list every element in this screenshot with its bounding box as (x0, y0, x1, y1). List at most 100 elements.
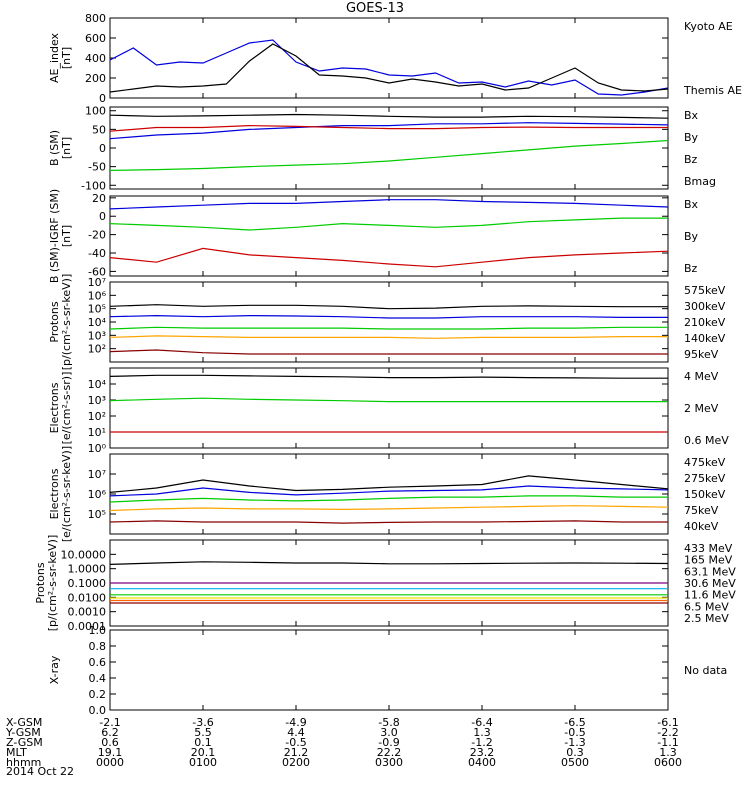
series-line-by (109, 139, 669, 171)
legend-entry: 11.6 MeV (684, 589, 736, 602)
orbit-value: 23.2 (470, 746, 495, 759)
orbit-table: X-GSM -2.1 -3.6 -4.9 -5.8 -6.4 -6.5 -6.1 Y-GSM 6.… (5, 716, 682, 769)
y-tick-label: 100 (85, 105, 106, 118)
series-line-bmag (109, 113, 669, 119)
y-axis-label-line: Electrons (48, 382, 61, 433)
orbit-value: 0000 (96, 756, 124, 769)
orbit-value: 0.3 (566, 746, 584, 759)
y-tick-label: 0.4 (89, 672, 107, 685)
y-axis-label: Protons[p/(cm²-s-sr-keV)] (48, 274, 73, 371)
series-line-140kev (109, 314, 668, 319)
orbit-value: -6.4 (471, 716, 492, 729)
y-tick-label: 10¹ (88, 426, 106, 439)
y-axis-label-line: [e/(cm²-s-sr)] (60, 372, 73, 445)
orbit-value: -1.3 (564, 736, 585, 749)
y-tick-label: 0.0001 (68, 620, 107, 633)
legend-entry: 210keV (684, 316, 726, 329)
orbit-value: 0100 (189, 756, 217, 769)
legend-entry: 75keV (684, 504, 719, 517)
orbit-value: -0.5 (564, 726, 585, 739)
y-tick-label: 10⁷ (88, 468, 106, 481)
y-tick-label: 0.8 (89, 640, 107, 653)
orbit-value: 4.4 (287, 726, 305, 739)
orbit-value: 0.1 (194, 736, 212, 749)
y-axis-label-line: B (SM) (48, 130, 61, 166)
y-axis-label-line: B (SM)-IGRF (SM) (48, 189, 61, 283)
y-tick-label: 0 (99, 92, 106, 105)
legend-entry: 575keV (684, 284, 726, 297)
series-line-75kev (109, 485, 669, 497)
y-tick-label: 10⁵ (88, 508, 106, 521)
orbit-row-label: Y-GSM (5, 726, 41, 739)
legend-entry: 150keV (684, 488, 726, 501)
y-tick-label: 0.0010 (68, 606, 107, 619)
y-axis-label: AE_index[nT] (48, 32, 73, 83)
y-tick-label: 10⁵ (88, 303, 106, 316)
y-tick-label: -100 (81, 179, 106, 192)
panel-7: 0.00010.00100.01000.10001.000010.0000Pro… (34, 535, 736, 633)
legend-entry: 0.6 MeV (684, 434, 729, 447)
orbit-value: 0400 (468, 756, 496, 769)
legend-entry: 30.6 MeV (684, 577, 736, 590)
y-tick-label: 800 (85, 12, 106, 25)
panel-6: 10⁵ 10⁶ 10⁷ Electrons[e/(cm²-s-sr-keV)] 475k… (48, 446, 726, 542)
y-tick-label: 10⁶ (88, 488, 107, 501)
y-tick-label: 0.0100 (68, 591, 107, 604)
y-tick-label: 10² (88, 410, 106, 423)
y-axis-label-line: Electrons (48, 468, 61, 519)
series-line-0-6-mev (109, 374, 668, 379)
legend-entry: Themis AE (683, 84, 742, 97)
orbit-value: 0300 (375, 756, 403, 769)
series-line-150kev (109, 495, 668, 503)
orbit-value: -2.1 (99, 716, 120, 729)
series-line-95kev (109, 304, 668, 310)
orbit-row-label: X-GSM (6, 716, 42, 729)
orbit-value: 0500 (561, 756, 589, 769)
legend-entry: Kyoto AE (684, 20, 733, 33)
orbit-value: 1.3 (473, 726, 491, 739)
series-line-bz (109, 124, 668, 132)
y-tick-label: 50 (92, 123, 106, 136)
orbit-value: 20.1 (191, 746, 216, 759)
y-tick-label: 0 (99, 142, 106, 155)
y-tick-label: 10³ (88, 329, 106, 342)
y-axis-label-line: [nT] (60, 47, 73, 69)
orbit-value: 22.2 (377, 746, 402, 759)
panel-5: 10⁰ 10¹ 10² 10³ 10⁴ Electrons[e/(cm²-s-sr)] 4 … (48, 367, 729, 455)
orbit-value: 6.2 (101, 726, 119, 739)
legend-entry: Bz (684, 153, 698, 166)
y-tick-label: 200 (85, 72, 106, 85)
orbit-value: -3.6 (192, 716, 213, 729)
panel-3: -60 -40 -20 0 20 B (SM)-IGRF (SM)[nT] Bx By Bz (48, 189, 699, 283)
figure-title: GOES-13 (346, 1, 404, 16)
panel-2: -100 -50 0 50 100 B (SM)[nT] Bx By Bz Bmag (48, 105, 716, 193)
orbit-value: 0600 (654, 756, 682, 769)
legend-entry: 140keV (684, 332, 726, 345)
legend-entry: Bmag (684, 175, 716, 188)
date-label: 2014 Oct 22 (6, 765, 74, 778)
series-line-575kev (109, 349, 668, 355)
legend-entry: Bx (684, 109, 699, 122)
legend-entry: 2.5 MeV (684, 612, 729, 625)
y-tick-label: 0 (99, 210, 106, 223)
legend-entry: Bz (684, 262, 698, 275)
orbit-value: 21.2 (284, 746, 309, 759)
panel-frame (109, 367, 669, 449)
panel-1: 0 200 400 600 800 AE_index[nT] Kyoto AE Themis … (48, 12, 742, 105)
series-line-bx (109, 122, 669, 140)
legend-entry: 6.5 MeV (684, 600, 729, 613)
legend-entry: 165 MeV (684, 554, 733, 567)
legend-entry: 433 MeV (684, 542, 733, 555)
y-axis-label: Electrons[e/(cm²-s-sr-keV)] (48, 446, 73, 542)
y-tick-label: -60 (88, 265, 106, 278)
series-line-by (109, 217, 668, 231)
y-tick-label: 1.0 (89, 624, 107, 637)
y-tick-label: 0.0 (89, 704, 107, 717)
y-tick-label: 1.0000 (68, 563, 107, 576)
y-axis-label: Protons[p/(cm²-s-sr-keV)] (34, 535, 59, 632)
y-axis-label-line: [p/(cm²-s-sr-keV)] (60, 274, 73, 371)
series-line-210kev (109, 326, 668, 330)
